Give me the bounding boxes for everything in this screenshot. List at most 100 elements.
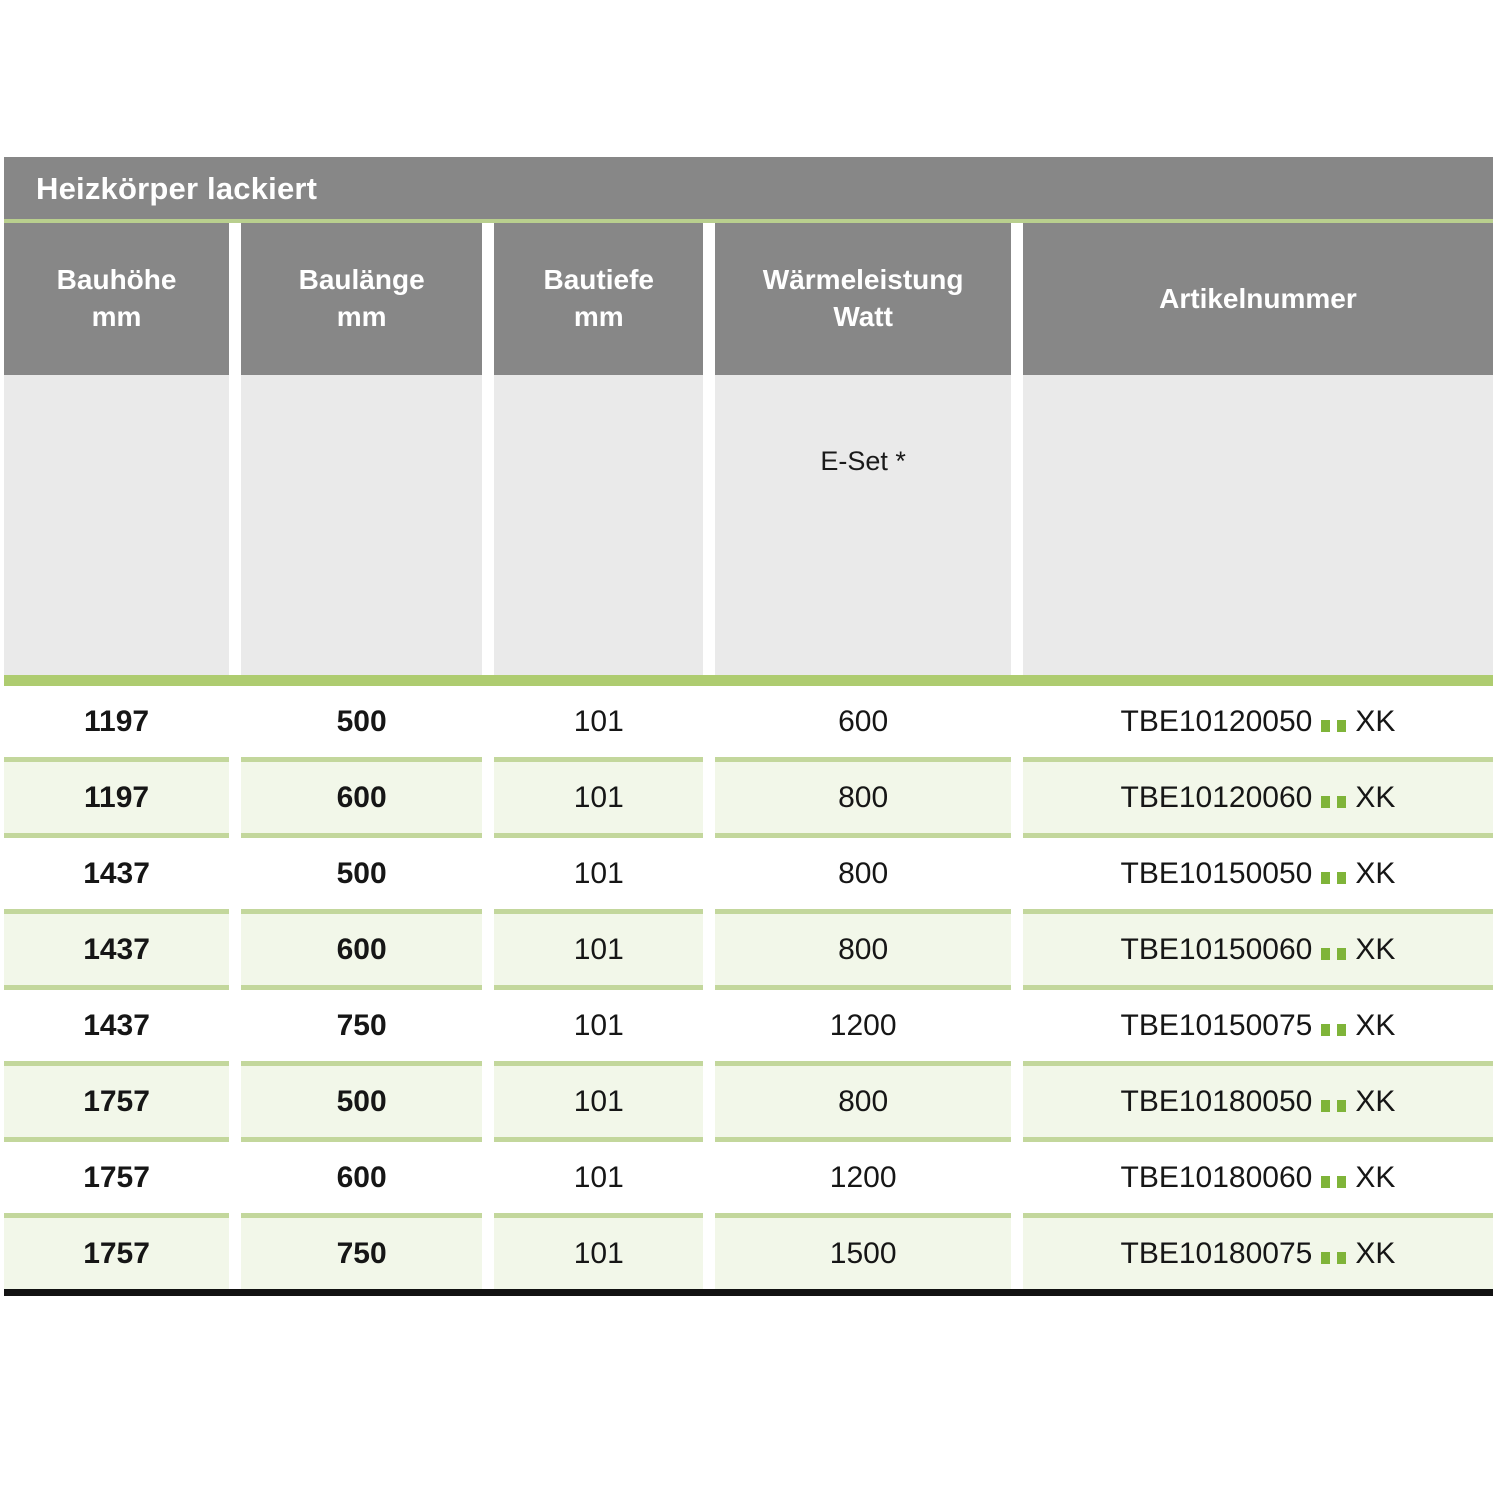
column-gutter bbox=[1010, 762, 1023, 833]
table-row: 1197 500 101 600 TBE10120050 XK bbox=[4, 686, 1493, 757]
table-row: 1437 600 101 800 TBE10150060 XK bbox=[4, 914, 1493, 985]
article-number-placeholder-dots-icon bbox=[1321, 795, 1347, 808]
cell-baulaenge: 500 bbox=[241, 686, 483, 757]
column-gutter bbox=[1010, 686, 1023, 757]
cell-artikelnummer: TBE10180050 XK bbox=[1022, 1066, 1493, 1137]
cell-baulaenge: 500 bbox=[241, 1066, 483, 1137]
cell-bautiefe: 101 bbox=[494, 838, 704, 909]
table-title: Heizkörper lackiert bbox=[36, 170, 318, 206]
article-number-prefix: TBE10180060 bbox=[1120, 1160, 1313, 1194]
row-separator bbox=[4, 985, 1494, 990]
article-number-suffix: XK bbox=[1355, 780, 1396, 814]
article-number-placeholder-dots-icon bbox=[1321, 1251, 1347, 1264]
cell-bautiefe: 101 bbox=[494, 686, 704, 757]
column-header-waermeleistung-label: Wärmeleistung bbox=[762, 264, 964, 296]
subheader-cell-eset: E-Set * bbox=[715, 375, 1011, 675]
cell-waermeleistung: 800 bbox=[715, 838, 1011, 909]
cell-bautiefe: 101 bbox=[494, 1218, 704, 1289]
column-header-baulaenge-label: Baulänge bbox=[298, 264, 425, 296]
table-bottom-rule bbox=[4, 1289, 1493, 1296]
article-number-prefix: TBE10150060 bbox=[1120, 932, 1313, 966]
article-number-placeholder-dots-icon bbox=[1321, 871, 1347, 884]
table-row: 1757 500 101 800 TBE10180050 XK bbox=[4, 1066, 1493, 1137]
article-number-suffix: XK bbox=[1355, 1084, 1396, 1118]
article-number: TBE10120050 XK bbox=[1120, 704, 1396, 738]
table-row: 1197 600 101 800 TBE10120060 XK bbox=[4, 762, 1493, 833]
cell-bauhoehe: 1197 bbox=[4, 686, 230, 757]
column-gutter bbox=[1010, 1066, 1023, 1137]
column-gutter bbox=[703, 914, 716, 985]
article-number: TBE10120060 XK bbox=[1121, 780, 1396, 814]
article-number-suffix: XK bbox=[1355, 704, 1396, 738]
cell-artikelnummer: TBE10150050 XK bbox=[1022, 838, 1493, 909]
column-gutter bbox=[703, 1066, 716, 1137]
subheader-cell-artikelnummer bbox=[1022, 375, 1493, 675]
article-number-suffix: XK bbox=[1355, 1236, 1396, 1270]
article-number-suffix: XK bbox=[1355, 1160, 1396, 1194]
cell-bautiefe: 101 bbox=[494, 914, 704, 985]
row-separator bbox=[4, 833, 1494, 838]
row-separator bbox=[4, 1137, 1494, 1142]
cell-artikelnummer: TBE10120060 XK bbox=[1022, 762, 1493, 833]
article-number-suffix: XK bbox=[1355, 932, 1396, 966]
article-number-placeholder-dots-icon bbox=[1321, 1023, 1347, 1036]
column-gutter bbox=[229, 914, 242, 985]
cell-bauhoehe: 1197 bbox=[4, 762, 230, 833]
cell-waermeleistung: 800 bbox=[715, 762, 1011, 833]
cell-waermeleistung: 1200 bbox=[715, 990, 1011, 1061]
column-gutter bbox=[1010, 914, 1023, 985]
article-number-placeholder-dots-icon bbox=[1321, 1099, 1347, 1112]
column-gutter bbox=[482, 838, 495, 909]
column-gutter bbox=[229, 990, 242, 1061]
article-number: TBE10150060 XK bbox=[1120, 932, 1396, 966]
column-gutter bbox=[482, 223, 495, 375]
column-gutter bbox=[703, 1218, 716, 1289]
column-gutter bbox=[482, 914, 495, 985]
table-subheader-row: E-Set * bbox=[4, 375, 1493, 675]
cell-artikelnummer: TBE10180075 XK bbox=[1022, 1218, 1493, 1289]
cell-waermeleistung: 800 bbox=[715, 1066, 1011, 1137]
column-header-baulaenge: Baulänge mm bbox=[241, 223, 483, 375]
column-header-bautiefe: Bautiefe mm bbox=[494, 223, 704, 375]
column-header-waermeleistung-unit: Watt bbox=[833, 301, 893, 332]
cell-artikelnummer: TBE10150060 XK bbox=[1022, 914, 1493, 985]
cell-baulaenge: 750 bbox=[241, 1218, 483, 1289]
column-gutter bbox=[1010, 990, 1023, 1061]
column-header-bauhoehe-label: Bauhöhe bbox=[56, 264, 177, 296]
column-gutter bbox=[229, 838, 242, 909]
column-gutter bbox=[482, 686, 495, 757]
cell-baulaenge: 500 bbox=[241, 838, 483, 909]
column-gutter bbox=[703, 990, 716, 1061]
column-gutter bbox=[229, 762, 242, 833]
article-number: TBE10150075 XK bbox=[1120, 1008, 1396, 1042]
cell-bautiefe: 101 bbox=[494, 1066, 704, 1137]
column-header-bautiefe-label: Bautiefe bbox=[543, 264, 654, 296]
column-gutter bbox=[482, 1142, 495, 1213]
article-number-prefix: TBE10120050 bbox=[1120, 704, 1313, 738]
column-gutter bbox=[703, 686, 716, 757]
column-gutter bbox=[1010, 838, 1023, 909]
column-gutter bbox=[229, 1066, 242, 1137]
article-number-prefix: TBE10150075 bbox=[1120, 1008, 1313, 1042]
column-gutter bbox=[482, 1218, 495, 1289]
cell-waermeleistung: 800 bbox=[715, 914, 1011, 985]
table-row: 1757 600 101 1200 TBE10180060 XK bbox=[4, 1142, 1493, 1213]
title-divider bbox=[4, 219, 1493, 223]
column-gutter bbox=[1010, 375, 1023, 675]
column-header-waermeleistung: Wärmeleistung Watt bbox=[715, 223, 1011, 375]
cell-bauhoehe: 1437 bbox=[4, 838, 230, 909]
column-gutter bbox=[703, 375, 716, 675]
article-number: TBE10150050 XK bbox=[1121, 856, 1396, 890]
column-gutter bbox=[703, 838, 716, 909]
subheader-cell-baulaenge bbox=[241, 375, 483, 675]
article-number-placeholder-dots-icon bbox=[1321, 1175, 1347, 1188]
table-body: 1197 500 101 600 TBE10120050 XK 1197 600 101 800 T… bbox=[4, 686, 1494, 1289]
cell-baulaenge: 750 bbox=[241, 990, 483, 1061]
cell-bauhoehe: 1757 bbox=[4, 1066, 230, 1137]
product-spec-table: Heizkörper lackiert Bauhöhe mm Baulänge … bbox=[4, 157, 1494, 1296]
article-number-suffix: XK bbox=[1355, 856, 1396, 890]
subheader-cell-bauhoehe bbox=[4, 375, 230, 675]
column-gutter bbox=[1010, 1218, 1023, 1289]
table-title-bar: Heizkörper lackiert bbox=[4, 157, 1493, 219]
